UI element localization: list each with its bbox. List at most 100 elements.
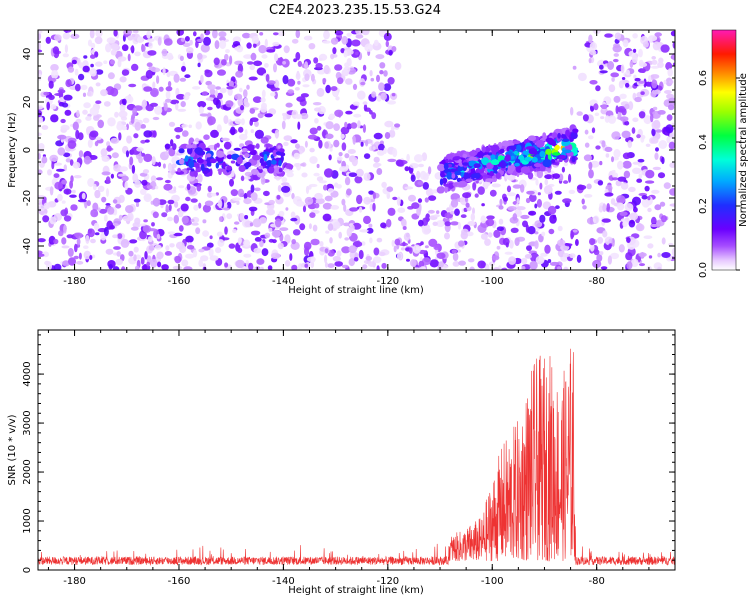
spectrogram-xlabel: Height of straight line (km) — [288, 285, 424, 296]
spectrogram-cell — [316, 163, 320, 169]
spectrogram-cell — [657, 110, 666, 115]
colorbar-label: Normalized spectral amplitude — [738, 73, 749, 227]
spectrogram-cell — [58, 230, 64, 237]
spectrogram-cell — [498, 218, 504, 225]
spectrogram-cell — [174, 255, 182, 264]
spectrogram-cell — [633, 48, 637, 53]
spectrogram-cell — [161, 48, 168, 57]
spectrogram-cell — [62, 53, 69, 58]
spectrogram-cell — [164, 143, 171, 149]
spectrogram-cell — [330, 37, 339, 45]
spectrogram-cell — [161, 264, 169, 270]
y-tick-label: 20 — [22, 96, 33, 109]
spectrogram-cell — [83, 245, 89, 249]
spectrogram-cell — [295, 30, 301, 39]
spectrogram-cell — [100, 148, 108, 157]
spectrogram-cell — [425, 188, 434, 197]
spectrogram-cell — [143, 194, 151, 200]
spectrogram-cell — [345, 78, 353, 85]
spectrogram-cell — [100, 89, 108, 97]
spectrogram-cell — [313, 57, 319, 64]
spectrogram-cell — [224, 262, 229, 268]
spectrogram-cell — [134, 121, 141, 131]
spectrogram-cell — [143, 219, 148, 223]
spectrogram-cell — [175, 170, 185, 175]
spectrogram-cell — [367, 261, 377, 268]
spectrogram-cell — [565, 129, 570, 137]
spectrogram-cell — [196, 158, 204, 164]
spectrogram-cell — [226, 165, 232, 171]
spectrogram-cell — [260, 106, 268, 113]
spectrogram-cell — [234, 46, 240, 51]
spectrogram-cell — [182, 42, 191, 48]
spectrogram-cell — [383, 32, 392, 41]
spectrogram-cell — [271, 159, 277, 165]
spectrogram-cell — [305, 185, 310, 195]
spectrogram-cell — [119, 76, 127, 83]
spectrogram-cell — [76, 110, 80, 118]
spectrogram-cell — [278, 168, 283, 173]
spectrogram-cell — [449, 168, 458, 173]
spectrogram-cell — [353, 113, 362, 118]
spectrogram-cell — [589, 42, 598, 51]
spectrogram-cell — [344, 176, 351, 186]
spectrogram-cell — [176, 93, 186, 100]
spectrogram-cell — [658, 57, 664, 64]
spectrogram-cell — [539, 182, 543, 190]
spectrogram-cell — [105, 43, 112, 53]
spectrogram-cell — [78, 252, 82, 260]
spectrogram-cell — [240, 105, 245, 111]
spectrogram-cell — [427, 166, 432, 175]
spectrogram-cell — [121, 175, 129, 182]
spectrogram-cell — [260, 136, 269, 144]
spectrogram-cell — [264, 38, 268, 49]
spectrogram-cell — [378, 143, 385, 151]
spectrogram-cell — [432, 221, 438, 226]
spectrogram-cell — [334, 261, 344, 267]
spectrogram-cell — [214, 40, 220, 50]
spectrogram-cell — [562, 253, 570, 258]
spectrogram-cell — [625, 69, 630, 76]
spectrogram-cell — [253, 247, 262, 254]
spectrogram-cell — [163, 102, 168, 111]
spectrogram-cell — [83, 155, 91, 165]
spectrogram-cell — [74, 83, 81, 92]
spectrogram-cell — [417, 198, 423, 203]
colorbar-tick-label: 0.0 — [698, 262, 709, 278]
spectrogram-cell — [178, 185, 185, 189]
spectrogram-cell — [173, 214, 179, 224]
spectrogram-cell — [651, 59, 658, 65]
spectrogram-cell — [324, 141, 329, 149]
spectrogram-cell — [336, 156, 343, 161]
spectrogram-cell — [49, 186, 54, 196]
spectrogram-cell — [527, 226, 536, 235]
spectrogram-cell — [386, 186, 394, 192]
x-tick-label: -180 — [63, 276, 86, 287]
spectrogram-cell — [176, 30, 184, 36]
spectrogram-cell — [613, 58, 619, 63]
spectrogram-cell — [249, 151, 257, 155]
spectrogram-cell — [636, 134, 641, 139]
spectrogram-cell — [232, 228, 237, 234]
spectrogram-cell — [447, 163, 453, 168]
spectrogram-cell — [243, 192, 248, 200]
spectrogram-cell — [594, 112, 600, 117]
spectrogram-cell — [335, 96, 340, 101]
spectrogram-cell — [491, 255, 500, 261]
spectrogram-cell — [647, 207, 652, 213]
spectrogram-cell — [282, 75, 289, 85]
spectrogram-cell — [613, 53, 619, 57]
spectrogram-cell — [376, 74, 380, 83]
spectrogram-cell — [437, 163, 446, 172]
spectrogram-cell — [672, 62, 675, 67]
spectrogram-cell — [638, 80, 645, 84]
spectrogram-cell — [78, 73, 85, 81]
spectrogram-cell — [215, 142, 220, 148]
spectrogram-cell — [584, 129, 589, 135]
spectrogram-cell — [334, 109, 344, 118]
spectrogram-cell — [240, 175, 245, 182]
spectrogram-cell — [197, 62, 201, 68]
spectrogram-cell — [129, 239, 138, 244]
spectrogram-cell — [622, 39, 629, 48]
spectrogram-cell — [273, 63, 277, 73]
